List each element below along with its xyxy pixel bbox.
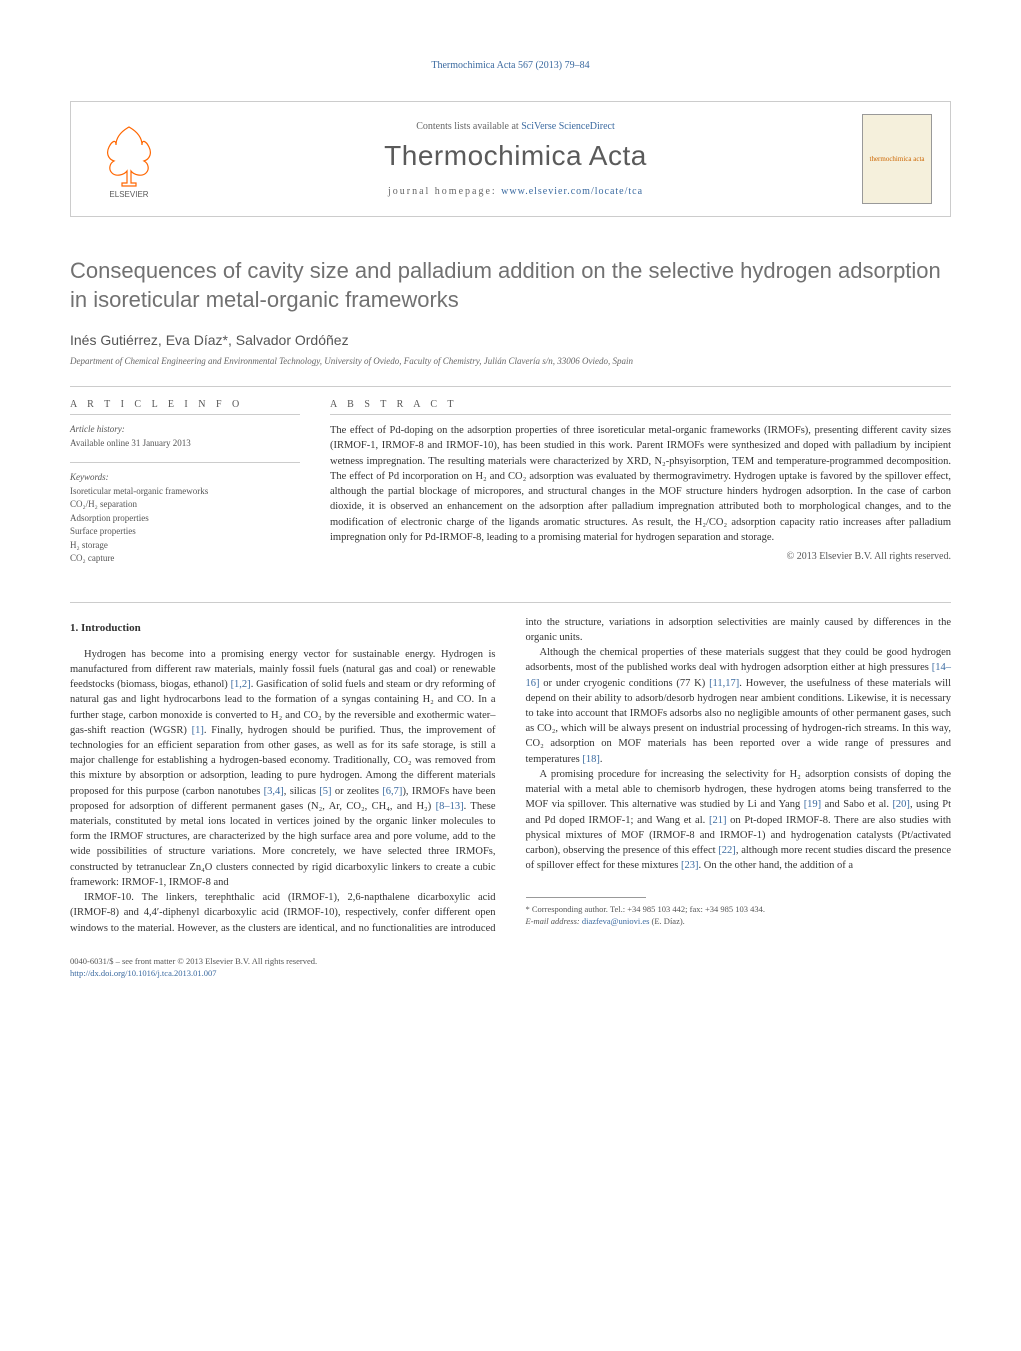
footnote-separator [526, 897, 646, 898]
info-abstract-row: A R T I C L E I N F O Article history: A… [70, 399, 951, 578]
abstract-text: The effect of Pd-doping on the adsorptio… [330, 423, 951, 545]
publisher-label: ELSEVIER [109, 190, 148, 199]
journal-cover-thumbnail: thermochimica acta [862, 114, 932, 204]
keyword: Adsorption properties [70, 512, 300, 526]
body-paragraph: A promising procedure for increasing the… [526, 767, 952, 874]
running-header: Thermochimica Acta 567 (2013) 79–84 [70, 60, 951, 71]
sciencedirect-link[interactable]: SciVerse ScienceDirect [521, 121, 615, 132]
cover-label: thermochimica acta [870, 155, 925, 163]
doi-link[interactable]: http://dx.doi.org/10.1016/j.tca.2013.01.… [70, 968, 216, 978]
journal-header-box: ELSEVIER Contents lists available at Sci… [70, 101, 951, 217]
abstract-column: A B S T R A C T The effect of Pd-doping … [330, 399, 951, 578]
abstract-header: A B S T R A C T [330, 399, 951, 410]
email-label: E-mail address: [526, 916, 582, 926]
contents-prefix: Contents lists available at [416, 121, 521, 132]
email-link[interactable]: diazfeva@uniovi.es [582, 916, 650, 926]
authors: Inés Gutiérrez, Eva Díaz*, Salvador Ordó… [70, 332, 951, 348]
keyword: Isoreticular metal-organic frameworks [70, 485, 300, 499]
elsevier-tree-icon: ELSEVIER [94, 119, 164, 199]
homepage-link[interactable]: www.elsevier.com/locate/tca [501, 186, 643, 197]
body-text: 1. Introduction Hydrogen has become into… [70, 615, 951, 936]
journal-center: Contents lists available at SciVerse Sci… [169, 121, 862, 197]
article-info-header: A R T I C L E I N F O [70, 399, 300, 410]
publisher-logo: ELSEVIER [89, 114, 169, 204]
body-paragraph: Hydrogen has become into a promising ene… [70, 647, 496, 891]
copyright-line: © 2013 Elsevier B.V. All rights reserved… [330, 551, 951, 562]
homepage-line: journal homepage: www.elsevier.com/locat… [189, 186, 842, 197]
section-heading-introduction: 1. Introduction [70, 621, 496, 637]
homepage-prefix: journal homepage: [388, 186, 501, 197]
contents-line: Contents lists available at SciVerse Sci… [189, 121, 842, 132]
corresponding-author-footnote: * Corresponding author. Tel.: +34 985 10… [526, 904, 952, 928]
page: Thermochimica Acta 567 (2013) 79–84 ELSE… [0, 0, 1021, 1020]
history-line: Available online 31 January 2013 [70, 437, 300, 451]
article-history-block: Article history: Available online 31 Jan… [70, 423, 300, 450]
corr-author-line: * Corresponding author. Tel.: +34 985 10… [526, 904, 952, 916]
body-paragraph: Although the chemical properties of thes… [526, 645, 952, 767]
history-label: Article history: [70, 423, 300, 437]
front-matter-line: 0040-6031/$ – see front matter © 2013 El… [70, 956, 951, 968]
keyword: CO₂ capture [70, 552, 300, 566]
affiliation: Department of Chemical Engineering and E… [70, 356, 951, 366]
keyword: CO₂/H₂ separation [70, 498, 300, 512]
article-info-column: A R T I C L E I N F O Article history: A… [70, 399, 300, 578]
divider [70, 386, 951, 387]
article-title: Consequences of cavity size and palladiu… [70, 257, 951, 314]
keywords-label: Keywords: [70, 471, 300, 485]
keywords-block: Keywords: Isoreticular metal-organic fra… [70, 471, 300, 566]
page-footer: 0040-6031/$ – see front matter © 2013 El… [70, 956, 951, 980]
keyword: Surface properties [70, 525, 300, 539]
keyword: H₂ storage [70, 539, 300, 553]
divider [70, 602, 951, 603]
email-suffix: (E. Díaz). [649, 916, 684, 926]
journal-title: Thermochimica Acta [189, 140, 842, 172]
